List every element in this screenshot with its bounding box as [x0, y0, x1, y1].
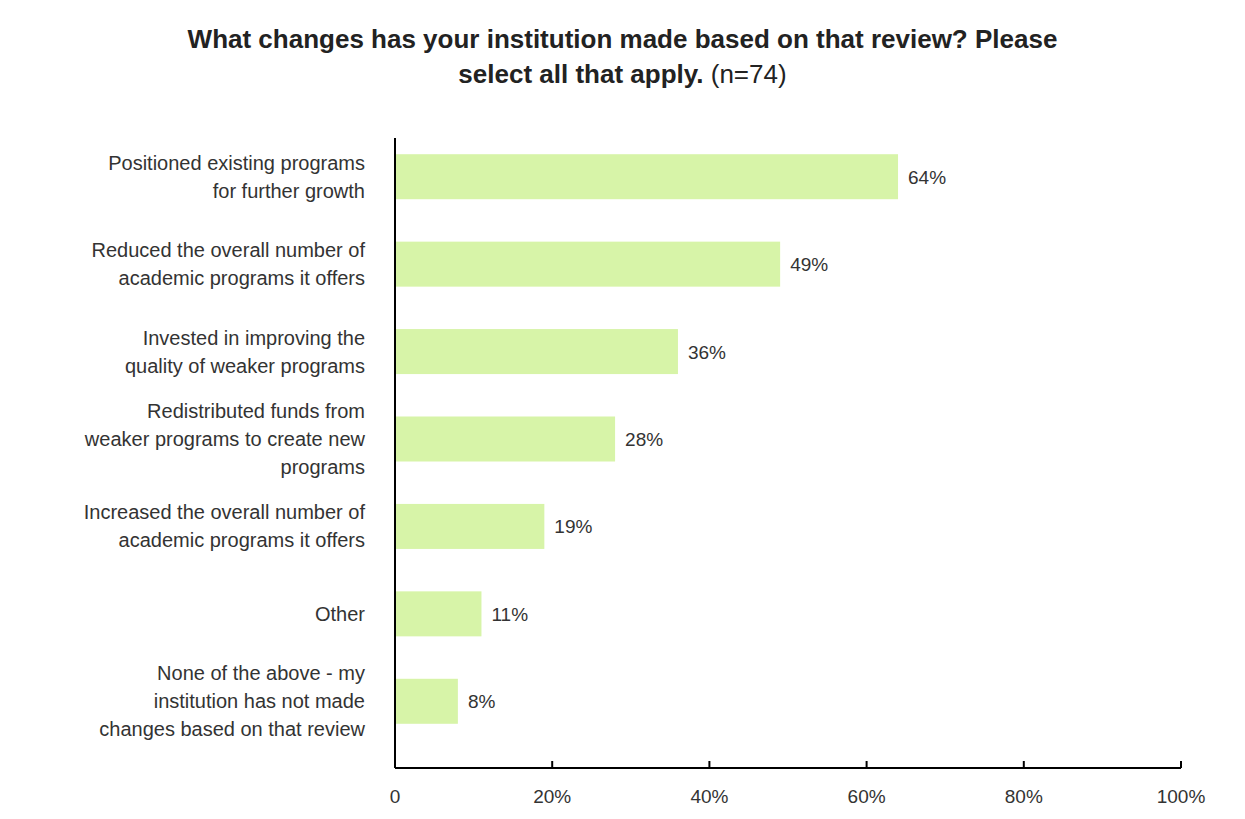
x-tick-label: 100% — [1157, 786, 1206, 807]
bar — [395, 417, 615, 462]
x-tick-label: 20% — [533, 786, 571, 807]
data-label: 8% — [468, 691, 496, 712]
data-label: 36% — [688, 342, 726, 363]
bar — [395, 154, 898, 199]
bar — [395, 679, 458, 724]
category-label: Reduced the overall number ofacademic pr… — [92, 239, 366, 289]
x-tick — [551, 761, 553, 768]
category-label: Invested in improving thequality of weak… — [125, 327, 365, 377]
x-tick — [1180, 761, 1182, 768]
bar — [395, 591, 481, 636]
bars — [395, 154, 898, 724]
x-axis-line — [395, 767, 1181, 769]
bar — [395, 329, 678, 374]
data-label: 11% — [491, 604, 528, 625]
data-label: 28% — [625, 429, 663, 450]
labels: 64% Positioned existing programsfor furth… — [84, 152, 946, 741]
bar — [395, 242, 780, 287]
data-label: 19% — [554, 516, 592, 537]
bar — [395, 504, 544, 549]
x-tick-label: 60% — [848, 786, 886, 807]
x-tick — [394, 761, 396, 768]
axes: 0 20% 40% 60% 80% 100% — [390, 138, 1206, 807]
x-tick-label: 0 — [390, 786, 401, 807]
y-axis-line — [394, 138, 396, 768]
data-label: 64% — [908, 167, 946, 188]
x-tick-label: 40% — [690, 786, 728, 807]
category-label: Other — [315, 603, 365, 625]
x-tick-label: 80% — [1005, 786, 1043, 807]
data-label: 49% — [790, 254, 828, 275]
x-tick — [708, 761, 710, 768]
category-label: None of the above - myinstitution has no… — [99, 662, 365, 740]
subtitle: (n=74) — [704, 59, 787, 89]
x-tick — [1023, 761, 1025, 768]
chart: What changes has your institution made b… — [0, 0, 1245, 819]
category-label: Redistributed funds fromweaker programs … — [84, 400, 366, 478]
x-tick — [866, 761, 868, 768]
category-label: Positioned existing programsfor further … — [108, 152, 365, 202]
title-group: What changes has your institution made b… — [188, 24, 1058, 89]
title: What changes has your institution made b… — [188, 24, 1058, 89]
category-label: Increased the overall number ofacademic … — [84, 501, 366, 551]
